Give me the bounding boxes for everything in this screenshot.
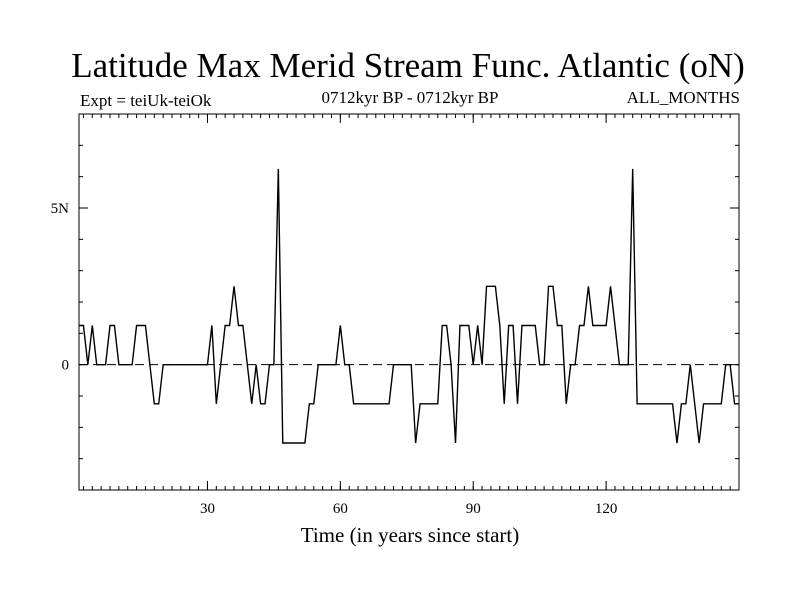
months-label: ALL_MONTHS [627,88,740,107]
experiment-label: Expt = teiUk-teiOk [80,91,212,110]
x-tick-label: 30 [200,501,215,517]
y-tick-label: 0 [62,358,70,374]
x-tick-label: 90 [466,501,481,517]
chart-title: Latitude Max Merid Stream Func. Atlantic… [71,46,745,85]
series-line [79,168,739,444]
y-tick-label: 5N [51,201,70,217]
x-axis-label: Time (in years since start) [301,523,520,547]
x-tick-label: 60 [333,501,348,517]
plot-area: 30 60 90 120 0 5N [51,113,740,517]
plot-frame [78,113,740,491]
period-label: 0712kyr BP - 0712kyr BP [322,88,499,107]
x-tick-label: 120 [595,501,618,517]
